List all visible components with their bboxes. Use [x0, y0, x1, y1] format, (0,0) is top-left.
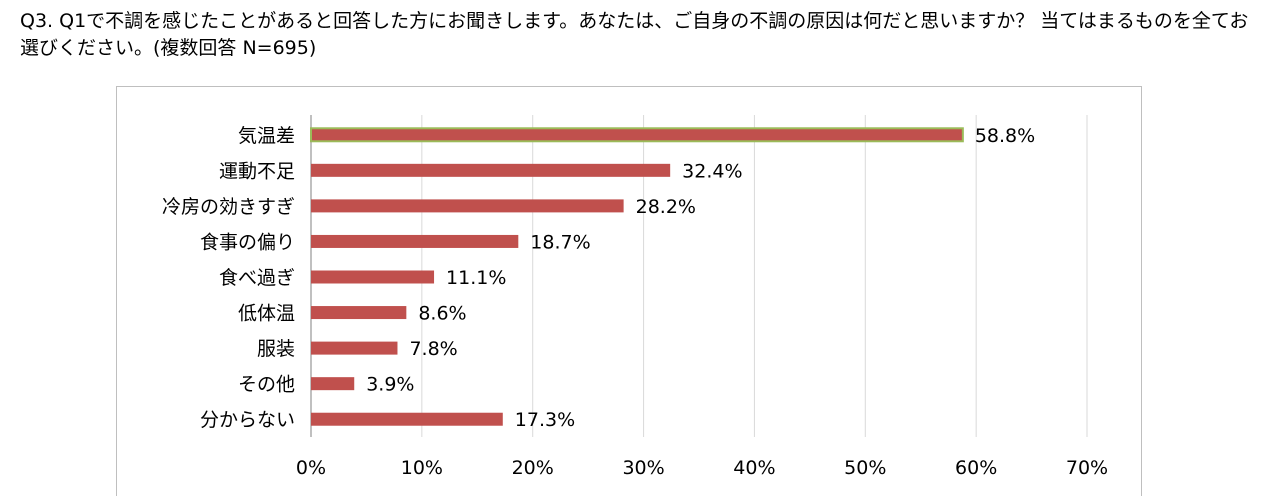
category-label: 低体温 — [238, 303, 295, 325]
data-label: 11.1% — [446, 267, 506, 289]
bar — [311, 199, 624, 213]
x-tick-label: 60% — [955, 457, 997, 479]
bar — [311, 306, 407, 320]
data-label: 8.6% — [418, 303, 466, 325]
x-tick-label: 30% — [622, 457, 664, 479]
bar — [311, 270, 435, 284]
bar — [310, 127, 964, 143]
x-tick-label: 0% — [296, 457, 326, 479]
x-tick-label: 70% — [1066, 457, 1108, 479]
data-label: 7.8% — [409, 338, 457, 360]
category-label: その他 — [238, 374, 295, 396]
bar — [311, 341, 398, 355]
x-tick-label: 10% — [401, 457, 443, 479]
bar — [311, 234, 519, 248]
data-label: 32.4% — [682, 160, 742, 182]
data-label: 17.3% — [515, 409, 575, 431]
category-label: 気温差 — [238, 125, 295, 147]
bar — [311, 377, 355, 391]
x-tick-label: 40% — [733, 457, 775, 479]
data-label: 28.2% — [636, 196, 696, 218]
chart-panel: 0% 10% 20% 30% 40% 50% 60% 70% 気温差 58.8% 運動不足 32.4%… — [116, 86, 1142, 496]
data-label: 18.7% — [530, 231, 590, 253]
bar — [311, 412, 503, 426]
data-label: 3.9% — [366, 374, 414, 396]
bar-chart: 0% 10% 20% 30% 40% 50% 60% 70% 気温差 58.8% 運動不足 32.4%… — [162, 115, 1108, 479]
category-label: 食事の偏り — [200, 231, 295, 253]
data-label: 58.8% — [975, 125, 1035, 147]
category-label: 分からない — [200, 409, 295, 431]
question-text: Q3. Q1で不調を感じたことがあると回答した方にお聞きします。あなたは、ご自身… — [20, 10, 1249, 59]
x-tick-label: 50% — [844, 457, 886, 479]
x-tick-label: 20% — [512, 457, 554, 479]
category-label: 冷房の効きすぎ — [162, 196, 295, 218]
category-label: 服装 — [257, 338, 295, 360]
bar — [311, 163, 671, 177]
category-label: 食べ過ぎ — [219, 267, 295, 289]
category-label: 運動不足 — [219, 160, 295, 182]
